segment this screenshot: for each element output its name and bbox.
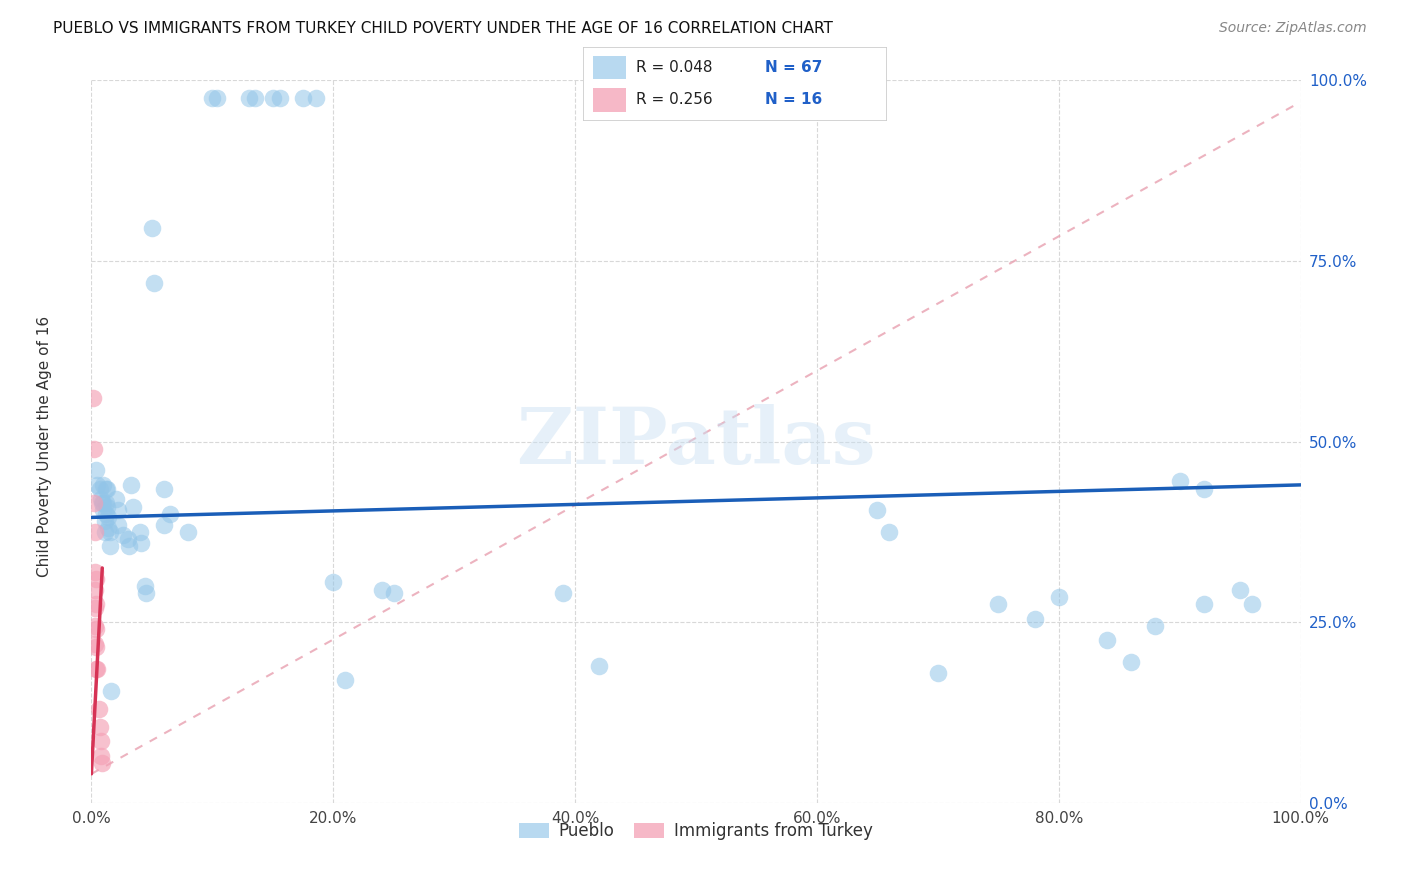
Point [1121, 655, 1143, 669]
Point [135, 586, 157, 600]
Point [107, 503, 129, 517]
Point [94, 496, 117, 510]
Point [90, 734, 112, 748]
Point [269, 91, 291, 105]
Point [93, 524, 115, 539]
Point [84, 600, 107, 615]
Point [927, 665, 949, 680]
Text: Source: ZipAtlas.com: Source: ZipAtlas.com [1219, 21, 1367, 36]
Point [879, 524, 901, 539]
Point [84, 623, 107, 637]
Text: N = 16: N = 16 [765, 93, 823, 107]
Point [205, 91, 228, 105]
Point [84, 524, 107, 539]
Point [100, 683, 122, 698]
Point [83, 442, 105, 456]
Point [143, 276, 166, 290]
Point [243, 91, 266, 105]
Point [87, 702, 110, 716]
Point [83, 496, 105, 510]
Point [107, 517, 129, 532]
Point [93, 503, 115, 517]
Point [90, 748, 112, 763]
Point [159, 507, 181, 521]
Text: Child Poverty Under the Age of 16: Child Poverty Under the Age of 16 [38, 316, 52, 576]
Point [84, 637, 107, 651]
Point [987, 597, 1010, 611]
Point [1024, 611, 1046, 625]
Point [90, 492, 112, 507]
Point [111, 528, 134, 542]
Text: ZIPatlas: ZIPatlas [516, 403, 876, 480]
Point [370, 582, 392, 597]
Point [685, 91, 707, 105]
Point [335, 673, 357, 687]
Point [118, 539, 141, 553]
Point [84, 597, 107, 611]
Point [382, 586, 405, 600]
Text: R = 0.048: R = 0.048 [637, 61, 713, 75]
Point [96, 500, 118, 514]
Point [1192, 482, 1215, 496]
Point [1192, 597, 1215, 611]
Point [1241, 597, 1264, 611]
Point [98, 539, 121, 553]
Point [120, 478, 142, 492]
Point [866, 503, 889, 517]
Point [121, 500, 143, 514]
Point [86, 478, 108, 492]
Point [129, 535, 152, 549]
Point [93, 514, 115, 528]
Point [84, 662, 107, 676]
Point [322, 575, 344, 590]
Point [84, 582, 107, 597]
Bar [592, 88, 626, 112]
Bar [592, 56, 626, 79]
Point [93, 478, 115, 492]
Point [262, 91, 284, 105]
Point [1095, 633, 1118, 648]
Point [97, 510, 120, 524]
Point [94, 507, 117, 521]
Point [93, 496, 115, 510]
Point [84, 463, 107, 477]
Point [84, 619, 107, 633]
Point [96, 482, 118, 496]
Point [177, 524, 200, 539]
Point [128, 524, 150, 539]
Point [97, 521, 120, 535]
Point [305, 91, 328, 105]
Point [1047, 590, 1070, 604]
Point [238, 91, 260, 105]
Point [697, 91, 720, 105]
Point [94, 482, 117, 496]
Point [91, 756, 114, 770]
Point [84, 572, 107, 586]
Point [551, 586, 574, 600]
Point [201, 91, 224, 105]
Point [117, 532, 139, 546]
Text: R = 0.256: R = 0.256 [637, 93, 713, 107]
Point [153, 517, 176, 532]
Point [89, 482, 111, 496]
Point [134, 579, 156, 593]
Point [91, 496, 114, 510]
Text: N = 67: N = 67 [765, 61, 823, 75]
Point [84, 565, 107, 579]
Point [291, 91, 314, 105]
Point [86, 662, 108, 676]
Legend: Pueblo, Immigrants from Turkey: Pueblo, Immigrants from Turkey [512, 815, 880, 847]
Point [141, 221, 163, 235]
Point [82, 391, 104, 405]
Point [153, 482, 176, 496]
Text: PUEBLO VS IMMIGRANTS FROM TURKEY CHILD POVERTY UNDER THE AGE OF 16 CORRELATION C: PUEBLO VS IMMIGRANTS FROM TURKEY CHILD P… [53, 21, 834, 37]
Point [84, 640, 107, 655]
Point [89, 720, 111, 734]
Point [1144, 619, 1167, 633]
Point [1168, 475, 1191, 489]
Point [104, 492, 127, 507]
Point [98, 524, 121, 539]
Point [588, 658, 610, 673]
Point [1229, 582, 1251, 597]
